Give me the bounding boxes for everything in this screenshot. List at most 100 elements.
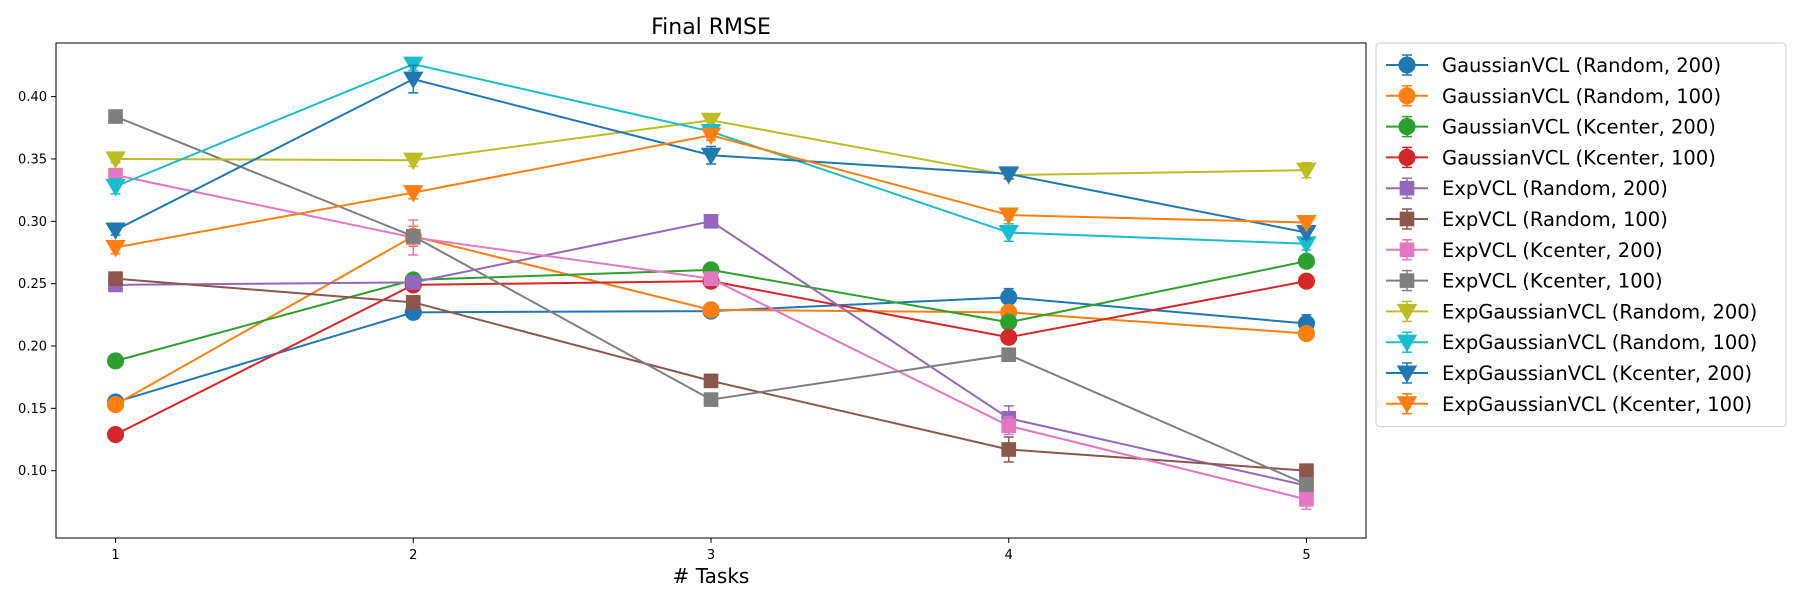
data-point	[1000, 313, 1018, 331]
data-point	[403, 71, 424, 90]
data-point	[106, 396, 125, 414]
legend-entry: ExpGaussianVCL (Kcenter, 200)	[1386, 362, 1752, 385]
series-6	[108, 271, 1314, 478]
data-point	[998, 207, 1019, 225]
data-point	[106, 425, 125, 444]
data-point	[998, 225, 1019, 243]
series-11	[105, 64, 1317, 243]
data-point	[1000, 288, 1018, 306]
legend-label: GaussianVCL (Random, 200)	[1442, 54, 1721, 77]
legend-label: ExpGaussianVCL (Random, 200)	[1442, 300, 1757, 323]
series-8	[108, 109, 1314, 492]
y-tick-label: 0.10	[18, 464, 47, 479]
legend-marker	[1398, 118, 1416, 136]
legend-label: GaussianVCL (Kcenter, 200)	[1442, 116, 1716, 139]
series-line	[115, 220, 1307, 487]
data-point	[405, 295, 421, 310]
legend-label: ExpVCL (Kcenter, 200)	[1442, 239, 1663, 262]
series-layer	[105, 56, 1317, 511]
data-point	[1299, 477, 1314, 492]
x-tick-label: 4	[1005, 548, 1013, 563]
data-point	[105, 239, 126, 258]
data-point	[1299, 463, 1314, 478]
series-4	[106, 272, 1316, 444]
data-point	[700, 112, 722, 131]
data-point	[105, 222, 126, 240]
legend-marker	[1399, 211, 1415, 227]
x-tick-label: 5	[1302, 548, 1310, 563]
data-point	[702, 301, 720, 319]
data-point	[105, 151, 126, 169]
legend-entry: GaussianVCL (Kcenter, 100)	[1386, 146, 1716, 169]
legend-entry: GaussianVCL (Random, 100)	[1386, 85, 1721, 108]
legend-marker	[1398, 56, 1416, 74]
data-point	[405, 228, 421, 244]
legend-label: ExpGaussianVCL (Kcenter, 100)	[1442, 393, 1752, 416]
series-12	[105, 127, 1317, 258]
data-point	[1296, 215, 1317, 233]
legend-marker	[1396, 365, 1418, 383]
data-point	[1297, 252, 1316, 270]
legend-entry: ExpGaussianVCL (Random, 200)	[1386, 300, 1757, 323]
y-tick-label: 0.20	[18, 339, 47, 354]
x-tick-label: 1	[111, 548, 119, 563]
data-point	[703, 213, 719, 229]
legend-marker	[1398, 148, 1416, 166]
legend-marker	[1399, 180, 1415, 196]
legend-entry: ExpVCL (Kcenter, 100)	[1386, 270, 1663, 293]
data-point	[405, 275, 421, 290]
series-9	[105, 112, 1317, 186]
legend-label: GaussianVCL (Kcenter, 100)	[1442, 146, 1716, 169]
data-point	[1001, 418, 1017, 434]
legend-label: ExpVCL (Kcenter, 100)	[1442, 270, 1663, 293]
legend-label: ExpGaussianVCL (Kcenter, 200)	[1442, 362, 1752, 385]
series-line	[115, 115, 1307, 486]
data-point	[1296, 162, 1317, 181]
chart-title: Final RMSE	[651, 15, 771, 40]
data-point	[1299, 492, 1314, 507]
y-tick-label: 0.35	[18, 152, 47, 167]
legend-entry: ExpGaussianVCL (Random, 100)	[1386, 331, 1757, 354]
x-tick-label: 2	[409, 548, 417, 563]
legend-entry: ExpVCL (Random, 200)	[1386, 177, 1668, 200]
x-tick-label: 3	[707, 548, 715, 563]
y-tick-label: 0.15	[18, 402, 47, 417]
data-point	[108, 109, 123, 124]
legend-entry: ExpVCL (Random, 100)	[1386, 208, 1668, 231]
data-point	[108, 271, 123, 286]
legend-box	[1375, 42, 1787, 428]
data-point	[403, 185, 424, 203]
legend-marker	[1398, 87, 1416, 105]
series-5	[108, 213, 1314, 493]
legend-marker	[1396, 334, 1418, 353]
data-point	[700, 147, 722, 166]
y-tick-label: 0.40	[18, 90, 47, 105]
data-point	[1001, 347, 1017, 363]
data-point	[1297, 272, 1316, 290]
data-point	[106, 352, 125, 370]
data-point	[1001, 442, 1017, 457]
legend-marker	[1399, 242, 1415, 258]
legend-label: GaussianVCL (Random, 100)	[1442, 85, 1721, 108]
data-point	[703, 392, 719, 407]
y-tick-label: 0.30	[18, 215, 47, 230]
legend-entry: GaussianVCL (Kcenter, 200)	[1386, 116, 1716, 139]
axes-layer: 1 2 3 4 5 0.10 0.15 0.20 0.25 0.30 0.35 0.40	[18, 42, 1367, 563]
legend-label: ExpVCL (Random, 100)	[1442, 208, 1668, 231]
x-axis-label: # Tasks	[673, 564, 750, 588]
data-point	[105, 178, 126, 197]
data-point	[1000, 328, 1018, 346]
data-point	[703, 271, 719, 286]
legend-marker	[1396, 303, 1418, 322]
legend-label: ExpVCL (Random, 200)	[1442, 177, 1668, 200]
legend-entry: GaussianVCL (Random, 200)	[1386, 54, 1721, 77]
legend-entry: ExpVCL (Kcenter, 200)	[1386, 239, 1663, 262]
data-point	[703, 373, 719, 389]
legend-marker	[1399, 273, 1415, 288]
data-point	[998, 166, 1019, 184]
legend-marker	[1396, 396, 1418, 414]
y-tick-label: 0.25	[18, 277, 47, 292]
legend-entry: ExpGaussianVCL (Kcenter, 100)	[1386, 393, 1752, 416]
